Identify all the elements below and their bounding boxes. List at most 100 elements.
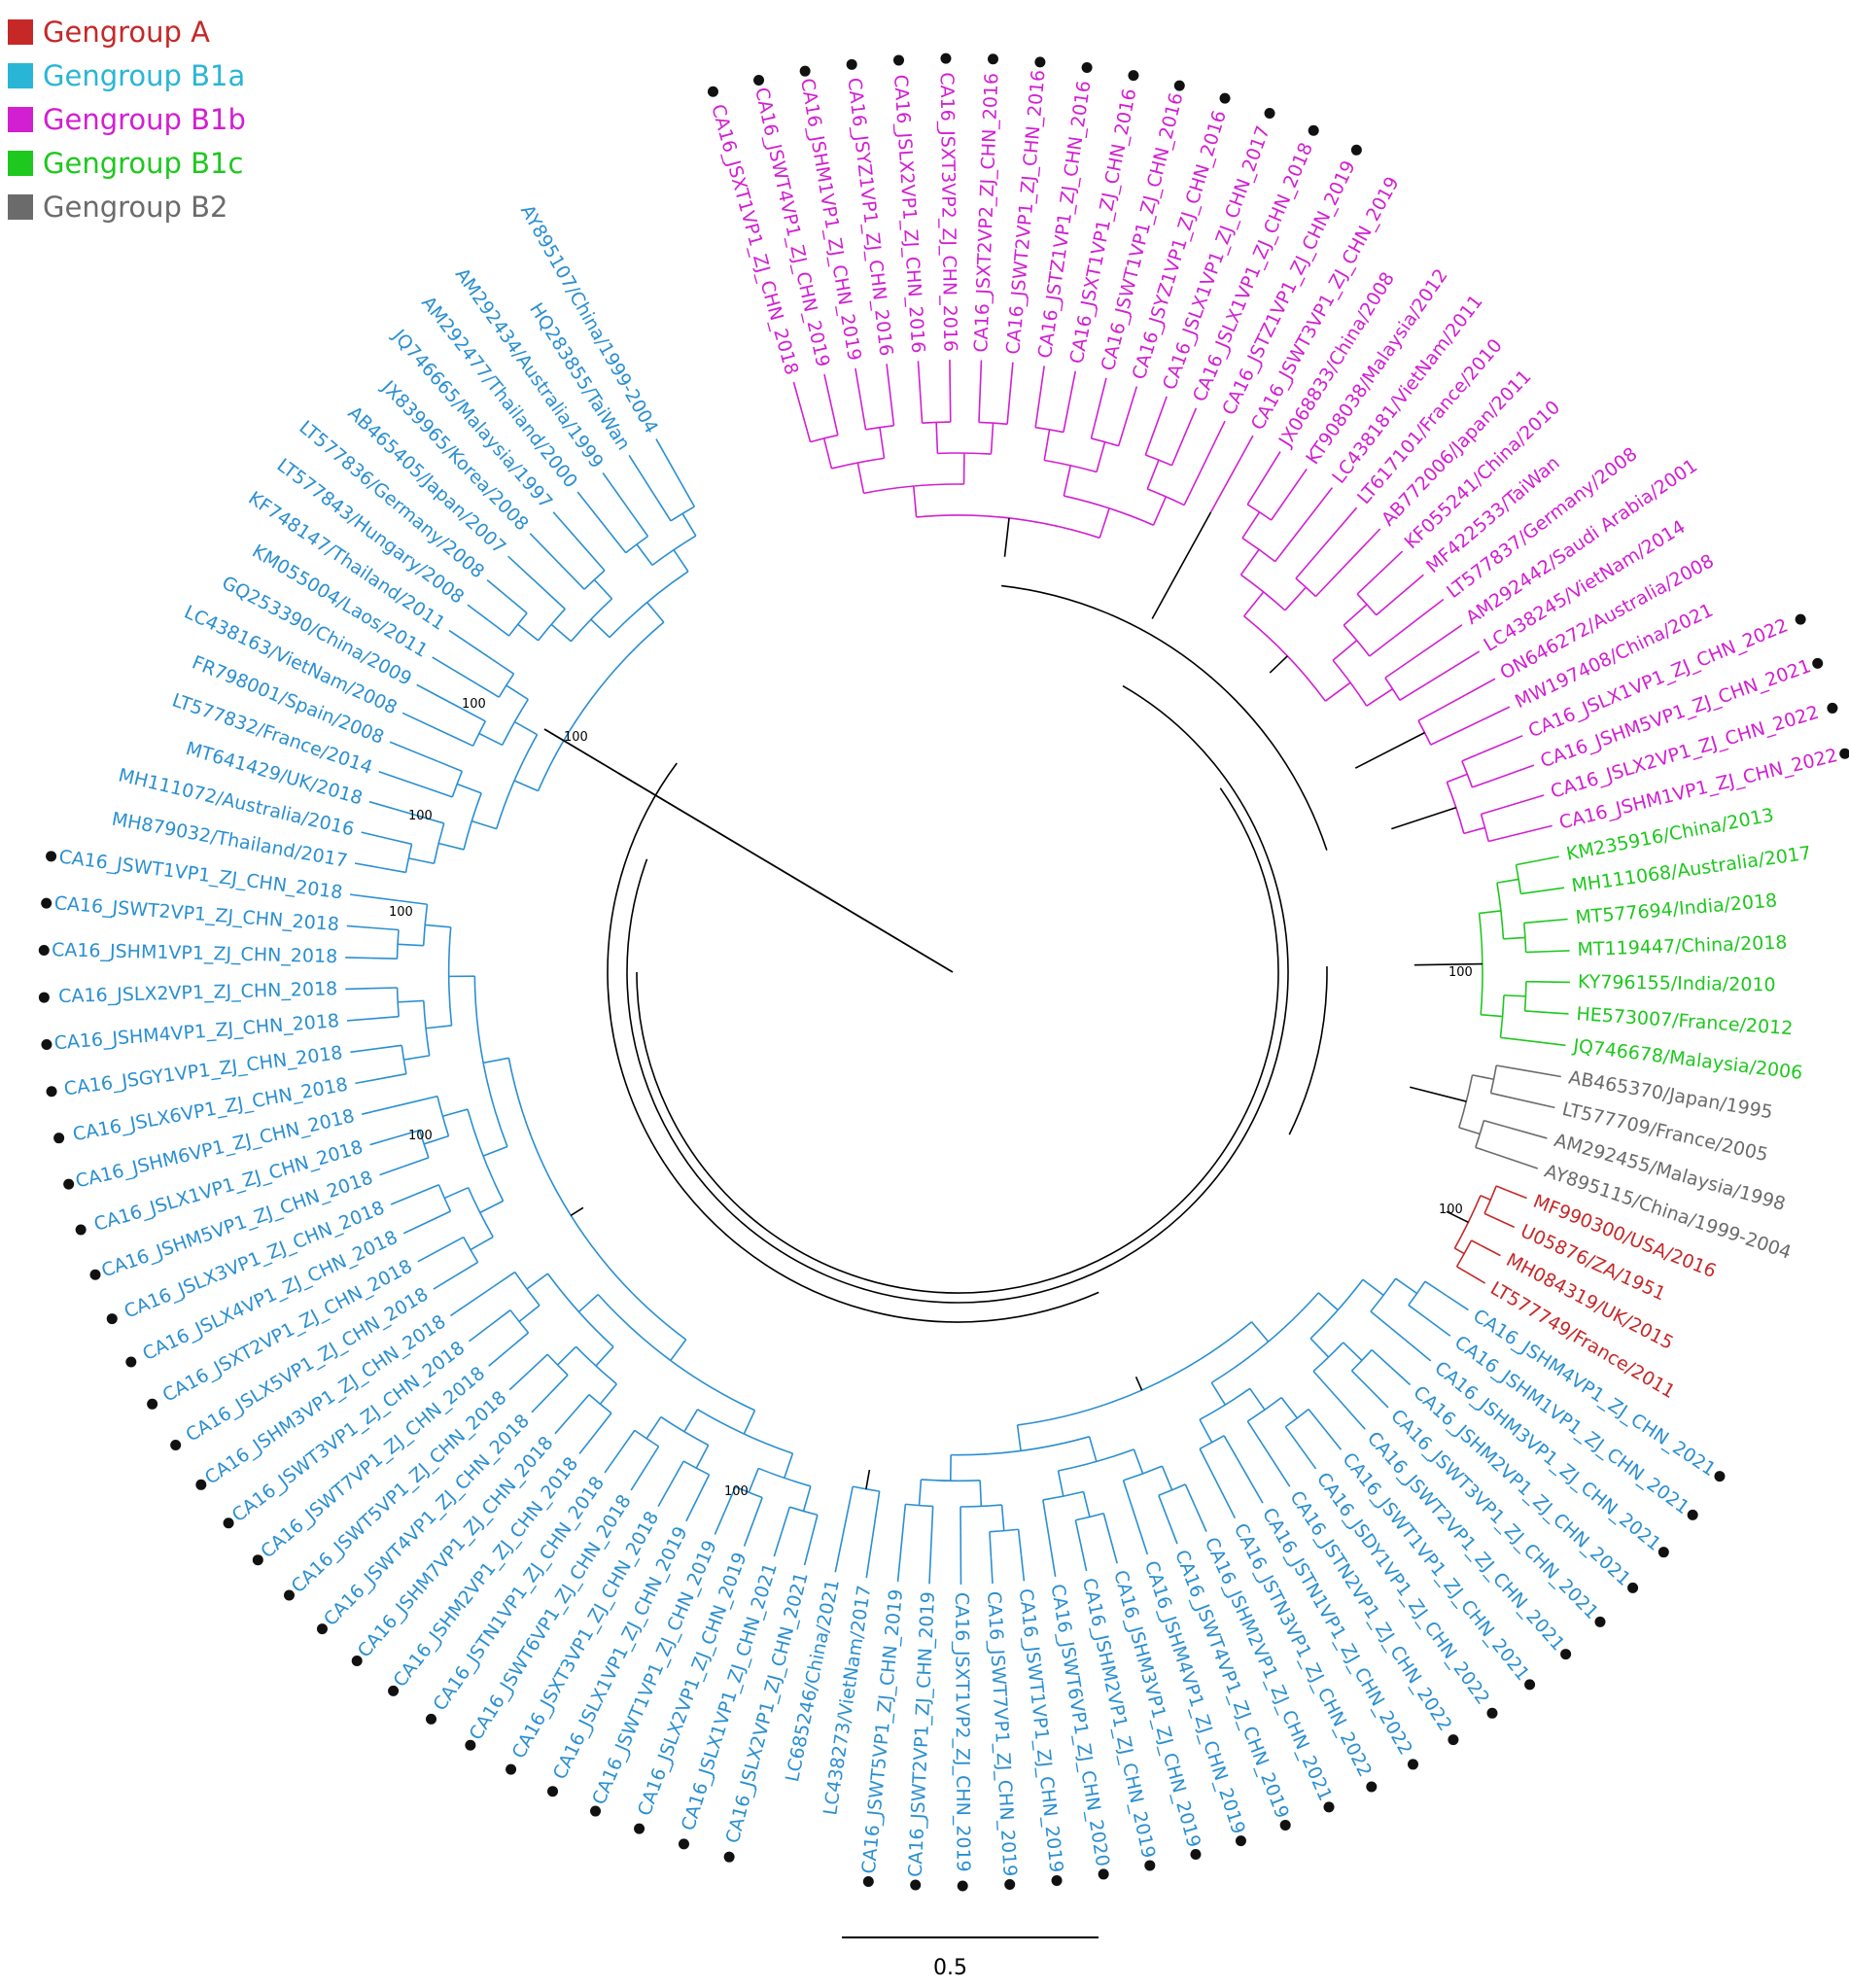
backbone-branch <box>1354 731 1425 769</box>
internal-branch <box>380 1072 407 1080</box>
legend-swatch <box>8 18 33 45</box>
internal-branch <box>1481 1013 1503 1018</box>
tip-branch <box>834 1515 849 1573</box>
clade-arc <box>1475 1120 1485 1148</box>
clade-arc <box>537 608 566 642</box>
clade-arc <box>451 771 464 798</box>
internal-branch <box>1183 476 1199 506</box>
tip-branch <box>362 1101 413 1115</box>
sample-marker-dot <box>723 1851 735 1863</box>
internal-branch <box>425 924 451 928</box>
tip-branch <box>1546 918 1568 923</box>
clade-arc <box>1064 495 1154 526</box>
clade-arc <box>1408 1280 1426 1307</box>
sample-marker-dot <box>1560 1649 1572 1660</box>
tip-branch <box>823 373 832 405</box>
tree-leaf-labels: CA16_JSXT1VP1_ZJ_CHN_2018CA16_JSWT4VP1_Z… <box>38 52 1849 1892</box>
tip-branch <box>1068 370 1077 402</box>
internal-branch <box>380 866 406 874</box>
leaf-label: MT119447/China/2018 <box>1577 932 1788 961</box>
sample-marker-dot <box>1714 1471 1726 1482</box>
sample-marker-dot <box>1235 1835 1246 1847</box>
internal-branch <box>1356 572 1380 595</box>
tip-branch <box>368 800 420 818</box>
tip-branch <box>1446 1295 1469 1311</box>
sample-marker-dot <box>426 1713 437 1725</box>
internal-branch <box>427 787 453 798</box>
internal-branch <box>456 783 482 794</box>
tip-branch <box>402 1221 428 1235</box>
clade-arc <box>467 1187 494 1238</box>
internal-branch <box>1246 477 1265 506</box>
sample-marker-dot <box>707 86 718 97</box>
internal-branch <box>784 1452 794 1479</box>
backbone-arc <box>626 684 1289 1304</box>
internal-branch <box>1057 1470 1064 1497</box>
clade-arc <box>1332 659 1368 707</box>
internal-branch <box>1376 594 1401 616</box>
tip-branch <box>743 1521 754 1547</box>
clade-arc <box>682 1460 710 1476</box>
sample-marker-dot <box>1264 108 1275 120</box>
tip-branch <box>1109 1538 1118 1564</box>
internal-branch <box>1472 779 1493 788</box>
clade-arc <box>507 1058 687 1341</box>
tip-branch <box>1518 1068 1561 1078</box>
internal-branch <box>401 900 428 906</box>
internal-branch <box>1144 425 1157 456</box>
tip-branch <box>1155 396 1168 427</box>
leaf-label: CA16_JSXT2VP2_ZJ_CHN_2016 <box>970 72 1002 352</box>
tip-branch <box>865 1519 876 1579</box>
sample-marker-dot <box>1486 1707 1498 1719</box>
bootstrap-value: 100 <box>462 697 486 712</box>
internal-branch <box>1475 1146 1497 1156</box>
internal-branch <box>1369 636 1395 657</box>
internal-branch <box>1472 1074 1494 1081</box>
internal-branch <box>1456 1266 1467 1273</box>
internal-branch <box>609 532 627 554</box>
tip-branch <box>1209 435 1254 513</box>
internal-branch <box>874 1490 881 1520</box>
internal-branch <box>822 437 833 470</box>
internal-branch <box>394 1129 420 1138</box>
internal-branch <box>1324 681 1351 702</box>
tip-branch <box>1465 1271 1486 1284</box>
internal-branch <box>439 1236 465 1250</box>
internal-branch <box>528 1353 548 1374</box>
internal-branch <box>418 815 444 824</box>
clade-arc <box>865 425 894 431</box>
internal-branch <box>425 1025 452 1029</box>
tip-branch <box>1288 468 1308 496</box>
sample-marker-dot <box>195 1479 207 1490</box>
internal-branch <box>1184 1483 1197 1509</box>
internal-branch <box>1523 920 1547 924</box>
tip-branch <box>578 1433 597 1455</box>
internal-branch <box>442 1108 469 1118</box>
internal-branch <box>1074 1519 1082 1546</box>
internal-branch <box>438 842 465 851</box>
internal-branch <box>1000 1505 1005 1531</box>
tip-branch <box>979 360 983 392</box>
backbone-branch <box>1269 655 1288 674</box>
internal-branch <box>1483 1212 1495 1219</box>
internal-branch <box>403 1157 430 1168</box>
internal-branch <box>646 602 665 623</box>
sample-marker-dot <box>223 1517 234 1529</box>
legend-item-gengroup-b1b: Gengroup B1b <box>8 97 246 141</box>
internal-branch <box>830 404 839 436</box>
tip-branch <box>1399 574 1424 596</box>
tip-branch <box>1315 506 1358 556</box>
clade-arc <box>575 1345 617 1385</box>
tip-branch <box>896 1529 904 1583</box>
internal-branch <box>586 550 606 572</box>
internal-branch <box>743 1410 756 1435</box>
legend-swatch <box>8 193 33 220</box>
internal-branch <box>696 1474 711 1499</box>
sample-marker-dot <box>41 1039 52 1051</box>
internal-branch <box>1343 604 1368 626</box>
internal-branch <box>1454 1247 1465 1255</box>
legend-label: Gengroup B2 <box>43 190 228 224</box>
internal-branch <box>681 512 697 537</box>
internal-branch <box>1471 1239 1482 1246</box>
clade-arc <box>1370 1277 1397 1312</box>
